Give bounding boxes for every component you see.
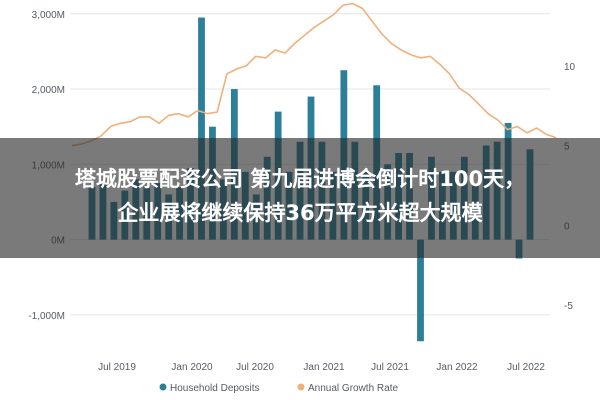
headline-overlay [0,138,600,258]
headline-line-1: 塔城股票配资公司 第九届进博会倒计时100天， [74,167,526,191]
line-series-annual-growth-rate [71,2,557,147]
legend: Household Deposits Annual Growth Rate [159,383,398,394]
x-tick-label: Jan 2021 [303,362,345,373]
article-headline: 塔城股票配资公司 第九届进博会倒计时100天， 企业展将继续保持36万平方米超大… [0,162,600,230]
y-left-tick-label: 2,000M [32,85,65,96]
y-left-tick-label: -1,000M [28,311,65,322]
x-tick-label: Jul 2019 [98,362,136,373]
legend-label-annual-growth-rate: Annual Growth Rate [308,383,398,394]
x-tick-label: Jan 2022 [436,362,478,373]
x-axis: Jul 2019 Jan 2020 Jul 2020 Jan 2021 Jul 2021… [98,362,545,373]
headline-line-2: 企业展将继续保持36万平方米超大规模 [117,201,483,225]
x-tick-label: Jan 2020 [171,362,213,373]
x-tick-label: Jul 2022 [507,362,545,373]
legend-label-household-deposits: Household Deposits [170,383,260,394]
y-right-tick-label: -5 [564,301,573,312]
x-tick-label: Jul 2021 [371,362,409,373]
y-left-tick-label: 3,000M [32,10,65,21]
legend-swatch-annual-growth-rate [297,383,305,391]
y-right-tick-label: 10 [564,62,576,73]
bar [198,17,205,240]
legend-swatch-household-deposits [159,383,167,391]
x-tick-label: Jul 2020 [236,362,274,373]
bar [417,239,424,342]
